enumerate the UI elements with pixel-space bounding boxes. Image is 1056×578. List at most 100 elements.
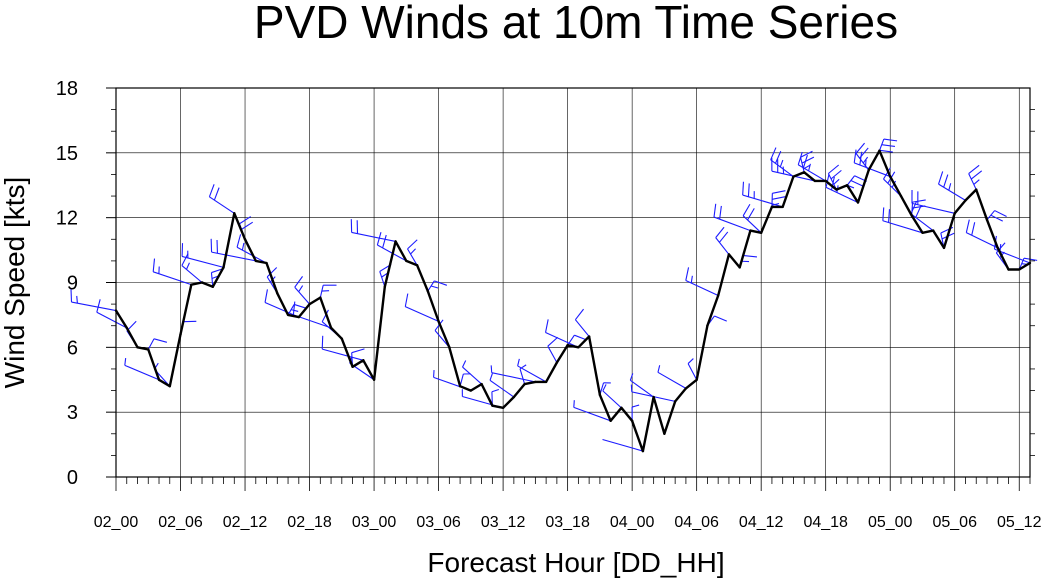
data-point [415, 264, 419, 267]
wind-barb-half-flag [573, 400, 575, 408]
wind-barb [350, 219, 396, 242]
wind-barb-flag [859, 151, 863, 166]
data-point [372, 378, 376, 381]
wind-barb-flag [407, 239, 418, 250]
data-point [512, 395, 516, 399]
y-tick-labels: 0 3 6 9 12 15 18 [56, 78, 78, 489]
wind-barb [181, 243, 224, 268]
wind-barb-shaft [517, 365, 547, 383]
wind-barb [573, 400, 611, 422]
wind-barb-flag [772, 196, 786, 200]
wind-barb-flag [713, 203, 717, 218]
wind-barb [147, 338, 168, 350]
wind-barb-half-flag [999, 244, 1002, 252]
wind-barb-shaft [986, 210, 996, 221]
data-point [953, 212, 956, 215]
data-point [867, 168, 870, 172]
data-point [265, 261, 268, 265]
x-tick-label: 03_18 [545, 514, 590, 531]
wind-barb-half-flag [629, 373, 634, 381]
data-point [996, 246, 999, 250]
data-point [308, 302, 311, 306]
data-point [125, 326, 128, 330]
data-point [706, 324, 709, 327]
wind-barb-shaft [602, 438, 644, 452]
wind-barb-flag [742, 204, 751, 217]
wind-barb-flag [545, 319, 549, 333]
wind-barb [687, 358, 698, 381]
wind-barb-flag [239, 216, 252, 225]
wind-barb-half-flag [779, 159, 784, 168]
data-point [1018, 268, 1021, 271]
data-point [168, 385, 171, 388]
wind-barb-flag [685, 267, 690, 281]
wind-barb-flag [882, 207, 885, 221]
grid [116, 88, 1030, 477]
wind-barb-half-flag [948, 183, 952, 191]
wind-barb-shaft [911, 202, 914, 216]
wind-barb-shaft [715, 237, 730, 255]
wind-barbs [70, 138, 1038, 452]
y-tick-label: 3 [67, 402, 78, 424]
y-tick-label: 12 [56, 208, 78, 230]
wind-barb [489, 373, 515, 398]
wind-barb [631, 404, 640, 421]
wind-barb [853, 149, 891, 178]
wind-barb-half-flag [298, 285, 304, 293]
y-tick-label: 9 [67, 273, 78, 295]
wind-barb-flag [241, 221, 254, 230]
wind-barb-shaft [827, 173, 837, 190]
data-point [899, 194, 903, 198]
data-point [351, 365, 354, 368]
wind-barb-shaft [462, 366, 482, 385]
wind-barb-shaft [153, 271, 192, 286]
wind-barb-flag [830, 169, 842, 180]
data-point [663, 432, 666, 435]
wind-barb-shaft [210, 272, 214, 287]
wind-barb-shaft [545, 331, 579, 348]
wind-barb [986, 210, 1007, 222]
data-point [534, 380, 537, 384]
data-point [921, 231, 924, 234]
y-axis-label: Wind Speed [kts] [0, 177, 30, 389]
wind-barb-half-flag [124, 358, 127, 366]
data-point [544, 380, 548, 384]
wind-barb [96, 299, 128, 329]
wind-barb [713, 203, 751, 232]
data-point [856, 201, 860, 204]
wind-barb-shaft [602, 390, 622, 409]
data-point [319, 296, 322, 299]
x-tick-label: 02_12 [223, 514, 268, 531]
wind-barb-flag [547, 336, 559, 347]
data-point [835, 188, 838, 191]
wind-barb-half-flag [76, 295, 78, 304]
wind-barb [629, 373, 654, 398]
wind-barb-half-flag [862, 156, 869, 164]
wind-barb-flag [96, 299, 101, 313]
wind-barb-flag [770, 147, 777, 161]
data-point [985, 218, 989, 222]
wind-barb [319, 284, 337, 298]
wind-barb-shaft [519, 368, 526, 385]
wind-barb-half-flag [690, 275, 693, 284]
wind-barb-half-flag [864, 159, 867, 168]
data-point [932, 229, 935, 232]
wind-barb-half-flag [833, 178, 840, 185]
x-tick-label: 04_12 [739, 514, 784, 531]
wind-barb-flag [879, 149, 893, 153]
minor-ticks [106, 87, 1035, 491]
wind-barb-shaft [491, 372, 536, 383]
x-tick-labels: 02_00 02_06 02_12 02_18 03_00 03_06 03_12 03_18… [94, 514, 1042, 531]
wind-barb-flag [719, 205, 722, 220]
wind-barb-flag [152, 258, 156, 272]
wind-barb [602, 384, 622, 409]
data-point [1007, 268, 1010, 271]
wind-barb [462, 360, 482, 385]
data-point [136, 346, 139, 349]
data-point [749, 229, 752, 232]
wind-barb-shaft [427, 280, 435, 292]
wind-barb-shaft [846, 175, 856, 186]
wind-barb-flag [990, 214, 1003, 222]
data-point [437, 320, 440, 323]
wind-barb-flag [912, 199, 926, 203]
